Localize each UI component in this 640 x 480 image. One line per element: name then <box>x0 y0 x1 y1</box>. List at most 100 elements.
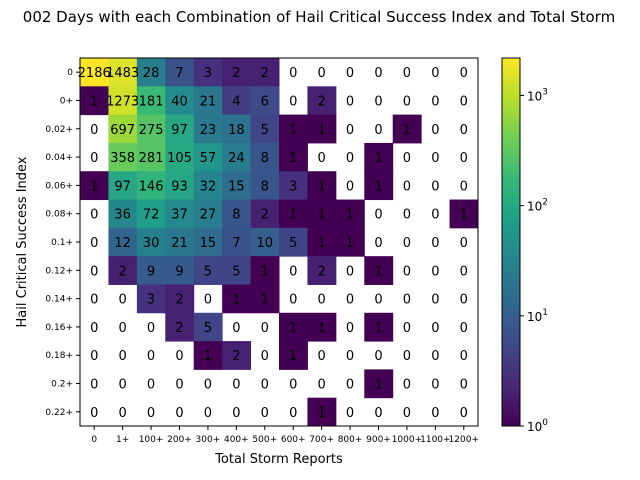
cell-value-label: 697 <box>110 123 135 138</box>
cell-value-label: 0 <box>175 378 183 393</box>
x-tick-label: 500+ <box>252 435 277 445</box>
cell-value-label: 0 <box>318 293 326 308</box>
heatmap-cell <box>193 114 223 144</box>
cell-value-label: 3 <box>204 66 212 81</box>
cell-value-label: 0 <box>318 349 326 364</box>
cell-value-label: 0 <box>403 293 411 308</box>
cell-value-label: 0 <box>460 151 468 166</box>
heatmap-cell <box>364 171 394 201</box>
cell-value-label: 27 <box>200 208 217 223</box>
cell-value-label: 1 <box>374 321 382 336</box>
cell-value-label: 8 <box>261 151 269 166</box>
x-tick-label: 700+ <box>309 435 334 445</box>
cell-value-label: 0 <box>318 66 326 81</box>
heatmap-cell <box>136 199 166 229</box>
cell-value-label: 0 <box>232 321 240 336</box>
heatmap-cell <box>250 284 280 314</box>
heatmap-cell <box>165 227 195 257</box>
cell-value-label: 1 <box>403 123 411 138</box>
cell-value-label: 21 <box>171 236 188 251</box>
heatmap-cell <box>279 114 308 144</box>
heatmap-cell <box>108 86 138 116</box>
cell-value-label: 2 <box>261 208 269 223</box>
heatmap-cell <box>165 312 195 342</box>
cell-value-label: 0 <box>460 293 468 308</box>
cell-value-label: 181 <box>139 94 164 109</box>
heatmap-cell <box>222 142 252 172</box>
heatmap-cell <box>279 199 308 229</box>
heatmap-cell <box>136 58 166 87</box>
y-tick-label: 0.18+ <box>45 351 73 361</box>
heatmap-cell <box>279 312 308 342</box>
heatmap-cell <box>165 256 195 285</box>
heatmap-cell <box>279 341 308 370</box>
cell-value-label: 0 <box>403 179 411 194</box>
heatmap-cell <box>222 199 252 229</box>
heatmap-cell <box>108 58 138 87</box>
heatmap-cells <box>80 58 479 427</box>
cell-value-label: 2 <box>318 94 326 109</box>
cell-value-label: 0 <box>431 236 439 251</box>
cell-value-label: 0 <box>460 236 468 251</box>
cell-value-label: 2 <box>175 293 183 308</box>
heatmap-cell <box>108 114 138 144</box>
heatmap-cell <box>222 86 252 116</box>
heatmap-cell <box>392 114 422 144</box>
heatmap-cell <box>193 142 223 172</box>
heatmap-cell <box>250 199 280 229</box>
heatmap-cell <box>136 256 166 285</box>
colorbar-tick-label: 103 <box>527 87 548 103</box>
cell-value-label: 1 <box>318 179 326 194</box>
cell-value-label: 0 <box>232 406 240 421</box>
cell-value-label: 0 <box>289 293 297 308</box>
cell-value-label: 0 <box>403 236 411 251</box>
cell-value-label: 7 <box>175 66 183 81</box>
colorbar-tick-label: 102 <box>527 198 548 214</box>
cell-value-label: 30 <box>143 236 160 251</box>
cell-value-label: 0 <box>346 349 354 364</box>
cell-value-label: 23 <box>200 123 217 138</box>
colorbar <box>501 57 521 427</box>
cell-value-label: 0 <box>431 349 439 364</box>
cell-value-label: 0 <box>374 236 382 251</box>
cell-value-label: 2 <box>318 264 326 279</box>
cell-value-label: 0 <box>403 321 411 336</box>
cell-value-label: 0 <box>147 406 155 421</box>
cell-value-label: 1 <box>374 179 382 194</box>
heatmap-cell <box>222 114 252 144</box>
cell-value-label: 0 <box>431 378 439 393</box>
heatmap-cell <box>250 227 280 257</box>
heatmap-cell <box>364 256 394 285</box>
cell-value-label: 1 <box>232 293 240 308</box>
cell-value-label: 0 <box>346 179 354 194</box>
cell-value-label: 2 <box>232 66 240 81</box>
cell-value-label: 0 <box>374 208 382 223</box>
cell-value-label: 24 <box>228 151 245 166</box>
x-axis-label: Total Storm Reports <box>214 452 343 467</box>
cell-value-label: 0 <box>403 151 411 166</box>
cell-value-label: 8 <box>261 179 269 194</box>
cell-value-label: 1 <box>318 321 326 336</box>
x-tick-label: 300+ <box>196 435 221 445</box>
heatmap-cell <box>136 171 166 201</box>
cell-value-label: 1 <box>374 378 382 393</box>
cell-value-label: 0 <box>289 94 297 109</box>
heatmap-cell <box>193 341 223 370</box>
cell-value-label: 1 <box>346 208 354 223</box>
heatmap-cell <box>80 171 109 201</box>
y-tick-label: 0.1+ <box>51 238 73 248</box>
cell-value-label: 15 <box>200 236 217 251</box>
heatmap-cell <box>136 142 166 172</box>
cell-value-label: 2 <box>119 264 127 279</box>
cell-value-label: 0 <box>204 293 212 308</box>
cell-value-label: 0 <box>119 406 127 421</box>
cell-value-label: 4 <box>232 94 240 109</box>
heatmap-cell <box>193 171 223 201</box>
cell-value-label: 1 <box>374 264 382 279</box>
cell-value-label: 0 <box>346 151 354 166</box>
cell-value-label: 0 <box>90 293 98 308</box>
cell-value-label: 0 <box>147 349 155 364</box>
cell-value-label: 0 <box>403 94 411 109</box>
cell-value-label: 7 <box>232 236 240 251</box>
cell-value-label: 0 <box>431 293 439 308</box>
